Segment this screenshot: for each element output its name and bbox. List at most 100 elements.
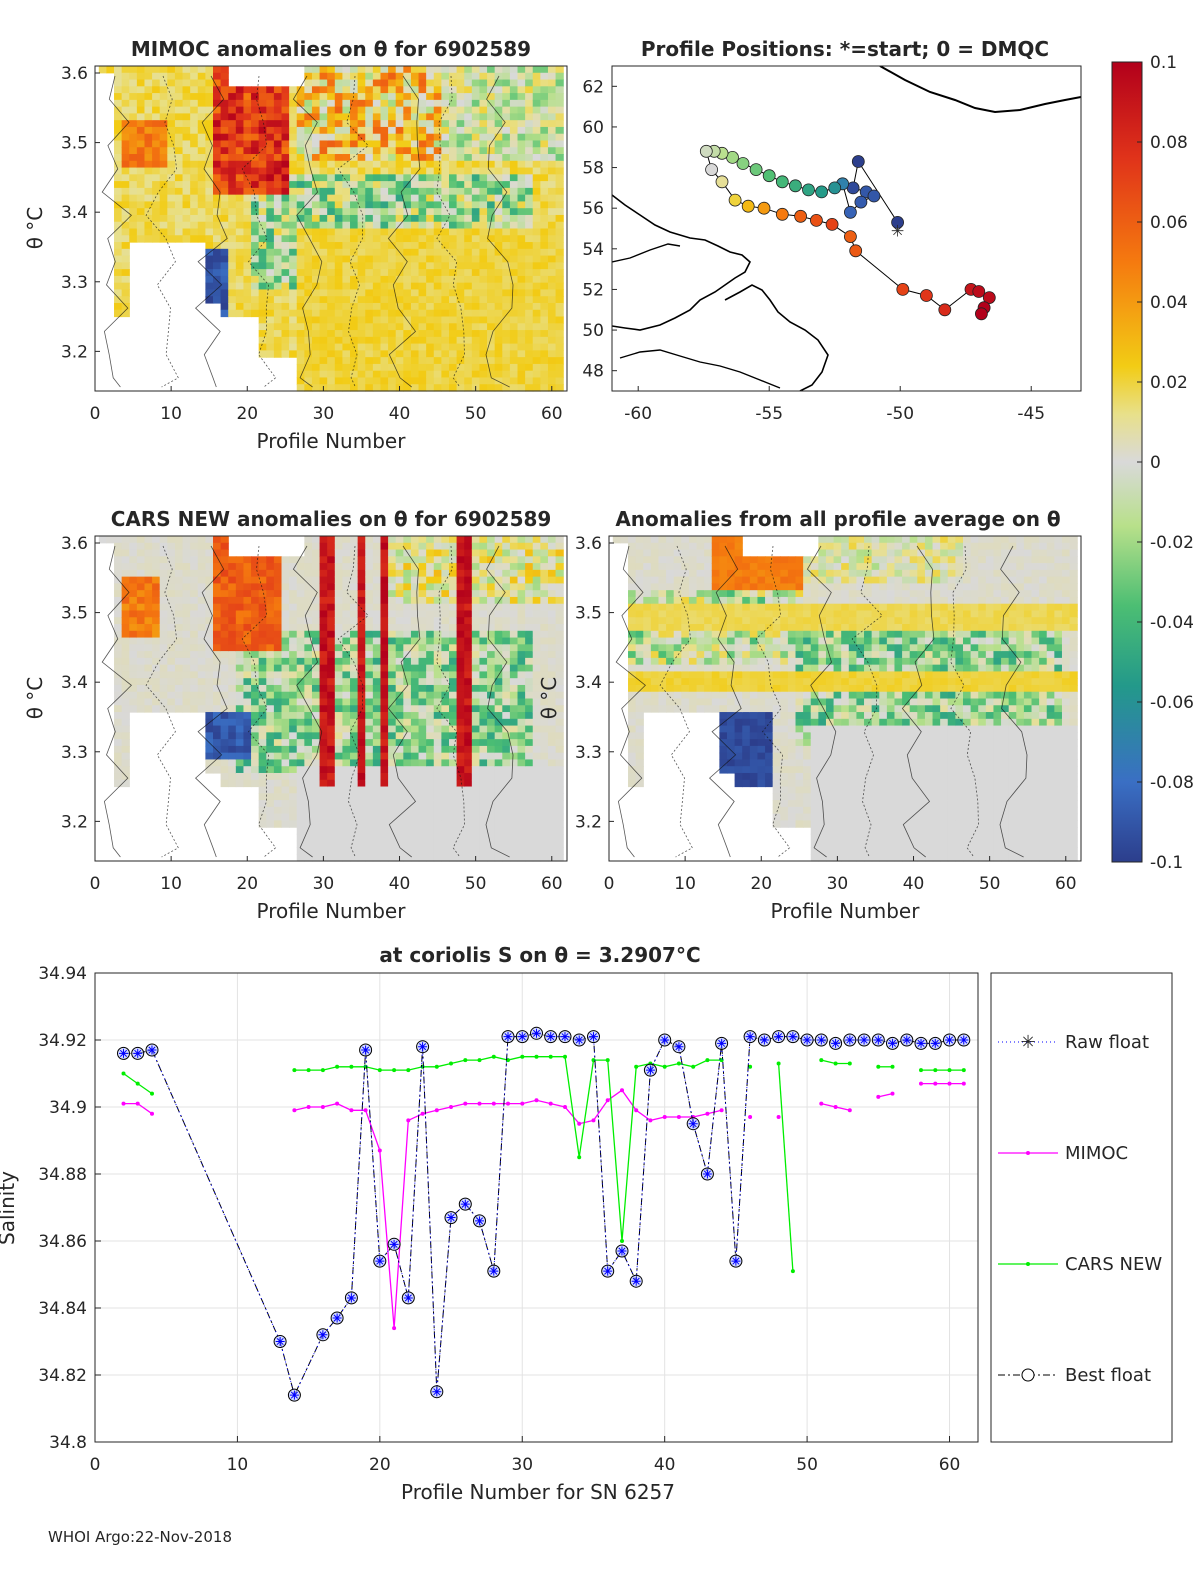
cars-cell	[502, 833, 511, 842]
mimoc-cell	[213, 120, 222, 128]
cars-cell	[365, 739, 374, 747]
cars-cell	[220, 603, 229, 612]
cars-cell	[525, 603, 534, 612]
mimoc-cell	[403, 242, 412, 250]
mimoc-cell	[509, 282, 519, 291]
mimoc-cell	[266, 113, 275, 121]
cars-cell	[532, 779, 541, 788]
mimoc-cell	[334, 343, 344, 351]
cars-cell	[449, 806, 458, 815]
mimoc-cell	[121, 72, 130, 81]
cars-cell	[167, 651, 176, 659]
cars-cell	[494, 827, 503, 835]
cars-cell	[174, 691, 184, 700]
mimoc-cell	[334, 120, 344, 128]
cars-cell	[281, 624, 290, 632]
mimoc-cell	[182, 214, 191, 223]
cars-cell	[281, 813, 290, 821]
mimoc-cell	[403, 160, 412, 169]
cars-cell	[273, 691, 283, 700]
mimoc-cell	[129, 79, 138, 87]
mimoc-cell	[532, 336, 541, 345]
cars-cell	[281, 684, 290, 693]
mimoc-cell	[281, 174, 290, 182]
mimoc-cell	[289, 147, 298, 155]
mimoc-cell	[479, 370, 488, 379]
mimoc-cell	[380, 106, 389, 114]
cars-cell	[159, 705, 168, 713]
mimoc-cell	[304, 384, 313, 392]
cars-cell	[479, 664, 488, 673]
cars-cell	[471, 651, 481, 659]
mimoc-cell	[311, 120, 321, 128]
cars-cell	[213, 610, 222, 618]
cars-cell	[220, 718, 229, 727]
mimoc-cell	[152, 86, 161, 94]
mimoc-cell	[555, 377, 564, 385]
mimoc-cell	[182, 126, 191, 135]
mimoc-cell	[449, 248, 458, 257]
mimoc-cell	[464, 242, 473, 250]
cars-cell	[273, 657, 283, 666]
cars-cell	[372, 840, 382, 849]
mimoc-cell	[372, 160, 382, 169]
cars-cell	[418, 576, 427, 584]
mimoc-cell	[136, 79, 146, 87]
cars-cell	[509, 596, 519, 605]
mimoc-cell	[403, 147, 412, 155]
cars-cell	[433, 563, 442, 571]
cars-cell	[327, 759, 336, 767]
mimoc-cell	[388, 370, 397, 379]
cars-cell	[281, 806, 290, 815]
cars-cell	[456, 576, 465, 584]
mimoc-cell	[487, 302, 496, 311]
cars-cell	[418, 657, 427, 666]
cars-cell	[213, 691, 222, 700]
mimoc-cell	[426, 72, 435, 81]
cars-cell	[311, 766, 321, 774]
mimoc-cell	[388, 106, 397, 114]
cars-cell	[197, 563, 206, 571]
cars-cell	[182, 698, 191, 706]
mimoc-cell	[136, 228, 146, 236]
mimoc-cell	[296, 255, 305, 263]
cars-cell	[509, 833, 519, 842]
cars-cell	[525, 840, 534, 849]
mimoc-cell	[410, 370, 420, 379]
cars-cell	[228, 772, 237, 781]
mimoc-cell	[372, 147, 382, 155]
mimoc-cell	[426, 221, 435, 230]
mimoc-cell	[433, 214, 442, 223]
mimoc-cell	[395, 377, 404, 385]
mimoc-cell	[220, 133, 229, 142]
mimoc-cell	[509, 79, 519, 87]
mimoc-cell	[296, 160, 305, 169]
cars-cell	[494, 590, 503, 598]
cars-cell	[433, 752, 442, 761]
mimoc-cell	[388, 99, 397, 108]
mimoc-cell	[319, 248, 328, 257]
cars-cell	[350, 596, 359, 605]
mimoc-cell	[114, 269, 123, 277]
cars-cell	[266, 603, 275, 612]
cars-cell	[433, 644, 442, 652]
cars-cell	[441, 684, 450, 693]
mimoc-cell	[357, 275, 366, 284]
mimoc-cell	[441, 350, 450, 358]
labrador-coast	[612, 194, 751, 331]
cars-cell	[220, 671, 229, 679]
cars-cell	[403, 772, 412, 781]
cars-cell	[129, 556, 138, 564]
cars-cell	[388, 718, 397, 727]
mimoc-cell	[403, 194, 412, 203]
mimoc-cell	[167, 154, 176, 162]
cars-cell	[410, 779, 420, 788]
mimoc-cell	[220, 214, 229, 223]
mimoc-cell	[350, 275, 359, 284]
cars-cell	[456, 793, 465, 801]
mimoc-cell	[167, 86, 176, 94]
mimoc-cell	[327, 302, 336, 311]
mimoc-cell	[190, 126, 199, 135]
mimoc-cell	[365, 174, 374, 182]
cars-cell	[502, 712, 511, 720]
